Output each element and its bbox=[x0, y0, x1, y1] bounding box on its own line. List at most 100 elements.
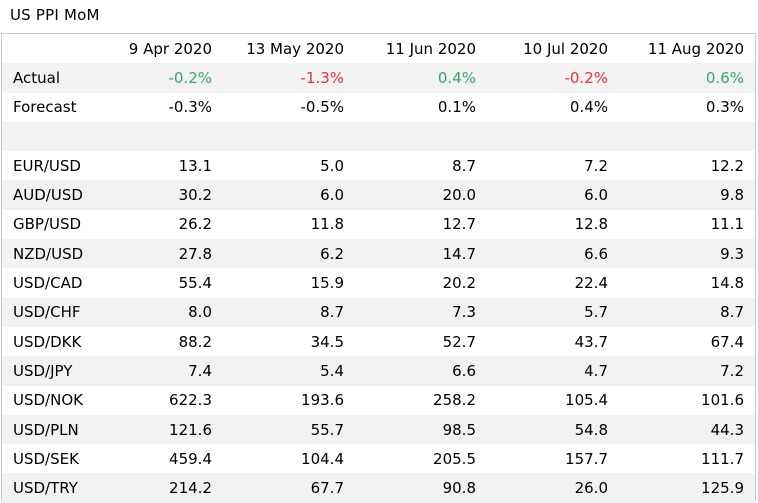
table-cell: 125.9 bbox=[619, 473, 755, 503]
table-cell: 7.2 bbox=[619, 356, 755, 386]
table-cell: 12.2 bbox=[710, 156, 744, 175]
table-cell: 7.3 bbox=[355, 297, 487, 327]
header-row: 9 Apr 2020 13 May 2020 11 Jun 2020 10 Ju… bbox=[2, 34, 755, 63]
row-label: EUR/USD bbox=[13, 156, 81, 175]
table-row: USD/CAD 55.4 15.9 20.2 22.4 14.8 bbox=[2, 268, 755, 297]
table-cell: 15.9 bbox=[310, 274, 344, 293]
actual-value: -0.2% bbox=[102, 63, 223, 93]
forecast-value: 0.1% bbox=[437, 98, 476, 117]
row-label: USD/CAD bbox=[13, 274, 83, 293]
table-cell: 7.4 bbox=[102, 356, 223, 386]
table-cell: 13.1 bbox=[178, 156, 212, 175]
column-header: 11 Jun 2020 bbox=[385, 39, 476, 58]
row-label: USD/SEK bbox=[13, 449, 79, 468]
table-cell: 101.6 bbox=[701, 391, 744, 410]
table-cell: 6.0 bbox=[487, 180, 619, 210]
row-label: AUD/USD bbox=[2, 180, 102, 210]
forecast-value: -0.5% bbox=[300, 98, 344, 117]
table-cell: 27.8 bbox=[102, 239, 223, 269]
table-cell: 11.8 bbox=[310, 215, 344, 234]
table-cell: 90.8 bbox=[355, 473, 487, 503]
table-cell: 121.6 bbox=[102, 414, 223, 445]
table-cell: 111.7 bbox=[701, 449, 744, 468]
spacer-row bbox=[2, 121, 755, 152]
table-cell: 98.5 bbox=[355, 414, 487, 445]
table-cell: 205.5 bbox=[433, 449, 476, 468]
table-title: US PPI MoM bbox=[10, 6, 100, 24]
table-cell: 44.3 bbox=[619, 414, 755, 445]
actual-value: -1.3% bbox=[223, 63, 355, 93]
table-cell: 6.2 bbox=[223, 239, 355, 269]
table-cell: 8.7 bbox=[452, 156, 476, 175]
table-cell: 14.8 bbox=[710, 274, 744, 293]
table-cell: 20.0 bbox=[355, 180, 487, 210]
table-cell: 157.7 bbox=[565, 449, 608, 468]
table-cell: 8.7 bbox=[223, 297, 355, 327]
table-cell: 5.4 bbox=[223, 356, 355, 386]
table-cell: 8.0 bbox=[102, 297, 223, 327]
row-label: GBP/USD bbox=[13, 215, 82, 234]
table-cell: 193.6 bbox=[301, 391, 344, 410]
table-cell: 34.5 bbox=[310, 332, 344, 351]
row-label: USD/PLN bbox=[2, 414, 102, 445]
table-cell: 88.2 bbox=[178, 332, 212, 351]
table-cell: 12.7 bbox=[442, 215, 476, 234]
column-header: 10 Jul 2020 bbox=[523, 39, 608, 58]
table-cell: 12.8 bbox=[574, 215, 608, 234]
table-cell: 6.0 bbox=[223, 180, 355, 210]
table-cell: 4.7 bbox=[487, 356, 619, 386]
row-label: USD/CHF bbox=[2, 297, 102, 327]
column-header: 11 Aug 2020 bbox=[647, 39, 744, 58]
table-cell: 7.2 bbox=[584, 156, 608, 175]
spacer-cell bbox=[2, 121, 755, 152]
actual-value: 0.4% bbox=[355, 63, 487, 93]
table-row: USD/DKK 88.2 34.5 52.7 43.7 67.4 bbox=[2, 327, 755, 356]
header-corner bbox=[2, 34, 102, 63]
row-label: USD/NOK bbox=[13, 391, 83, 410]
table-cell: 67.7 bbox=[223, 473, 355, 503]
row-label: Forecast bbox=[13, 98, 77, 117]
table-cell: 104.4 bbox=[301, 449, 344, 468]
table-cell: 9.3 bbox=[619, 239, 755, 269]
table-cell: 6.6 bbox=[355, 356, 487, 386]
table-row: USD/NOK 622.3 193.6 258.2 105.4 101.6 bbox=[2, 386, 755, 415]
table-cell: 459.4 bbox=[169, 449, 212, 468]
table-row: USD/JPY 7.4 5.4 6.6 4.7 7.2 bbox=[2, 356, 755, 386]
table-cell: 54.8 bbox=[487, 414, 619, 445]
table-cell: 55.7 bbox=[223, 414, 355, 445]
table-row: USD/SEK 459.4 104.4 205.5 157.7 111.7 bbox=[2, 444, 755, 473]
row-label: NZD/USD bbox=[2, 239, 102, 269]
table-cell: 11.1 bbox=[710, 215, 744, 234]
table-cell: 14.7 bbox=[355, 239, 487, 269]
table-cell: 55.4 bbox=[178, 274, 212, 293]
table-cell: 8.7 bbox=[619, 297, 755, 327]
table-cell: 258.2 bbox=[433, 391, 476, 410]
forecast-value: 0.4% bbox=[569, 98, 608, 117]
table-row: GBP/USD 26.2 11.8 12.7 12.8 11.1 bbox=[2, 210, 755, 239]
table-cell: 67.4 bbox=[710, 332, 744, 351]
table-cell: 9.8 bbox=[619, 180, 755, 210]
table-cell: 5.0 bbox=[320, 156, 344, 175]
column-header: 13 May 2020 bbox=[246, 39, 344, 58]
row-label: Actual bbox=[2, 63, 102, 93]
table-row: EUR/USD 13.1 5.0 8.7 7.2 12.2 bbox=[2, 151, 755, 180]
table-cell: 20.2 bbox=[442, 274, 476, 293]
table-cell: 5.7 bbox=[487, 297, 619, 327]
forecast-value: 0.3% bbox=[705, 98, 744, 117]
table-row: USD/CHF 8.0 8.7 7.3 5.7 8.7 bbox=[2, 297, 755, 327]
ppi-table: 9 Apr 2020 13 May 2020 11 Jun 2020 10 Ju… bbox=[2, 34, 755, 503]
table-cell: 26.2 bbox=[178, 215, 212, 234]
table-row: NZD/USD 27.8 6.2 14.7 6.6 9.3 bbox=[2, 239, 755, 269]
actual-value: -0.2% bbox=[487, 63, 619, 93]
forecast-value: -0.3% bbox=[168, 98, 212, 117]
actual-value: 0.6% bbox=[619, 63, 755, 93]
actual-row: Actual -0.2% -1.3% 0.4% -0.2% 0.6% bbox=[2, 63, 755, 93]
row-label: USD/JPY bbox=[2, 356, 102, 386]
table-row: AUD/USD 30.2 6.0 20.0 6.0 9.8 bbox=[2, 180, 755, 210]
table-cell: 6.6 bbox=[487, 239, 619, 269]
forecast-row: Forecast -0.3% -0.5% 0.1% 0.4% 0.3% bbox=[2, 93, 755, 122]
table-cell: 43.7 bbox=[574, 332, 608, 351]
row-label: USD/DKK bbox=[13, 332, 82, 351]
table-cell: 52.7 bbox=[442, 332, 476, 351]
table-cell: 22.4 bbox=[574, 274, 608, 293]
